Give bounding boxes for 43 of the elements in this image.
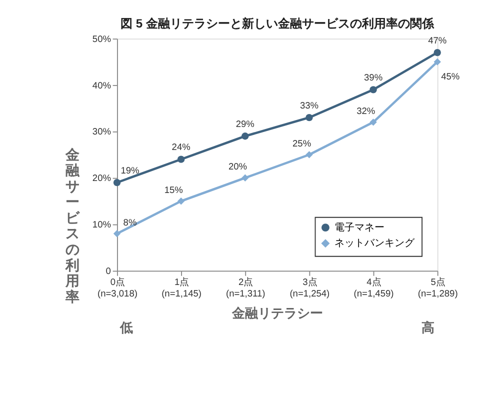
x-tick-label: 2点 (n=1,311) [226,277,266,298]
data-label: 33% [300,100,318,110]
data-label: 20% [228,162,247,172]
point [306,114,313,122]
point [306,151,313,158]
point [177,198,185,205]
point [242,174,249,182]
x-tick-label: 0点 (n=3,018) [98,277,138,298]
data-label: 32% [356,106,376,116]
x-tick-label: 5点 (n=1,289) [418,277,458,298]
data-label: 8% [123,217,137,228]
text: 高 [422,320,435,336]
point [434,48,441,56]
data-label: 45% [441,71,460,82]
point [113,230,121,238]
data-label: 24% [172,142,190,152]
x-tick-label: 1点 (n=1,145) [162,277,202,298]
point [113,178,121,186]
y-tick-label: 40% [92,80,111,90]
x-tick-label: 3点 (n=1,254) [290,277,330,298]
y-tick-label: 20% [92,173,111,184]
y-tick-label: 50% [92,34,111,44]
point [242,132,249,140]
x-axis-title: 金融リテラシー [231,306,324,321]
data-label: 25% [292,138,312,148]
text: 金融サービスの利用率 [65,146,80,304]
data-label: 19% [120,165,140,176]
data-label: 39% [364,72,383,82]
point [434,58,441,66]
chart-title: 図 5 金融リテラシーと新しい金融サービスの利用率の関係 [120,16,435,30]
point [370,118,377,126]
legend-label: 電子マネー [334,222,384,234]
legend-label: ネットバンキング [334,238,416,250]
data-label: 15% [164,184,183,195]
x-tick-label: 4点 (n=1,459) [354,277,394,298]
point [177,156,185,163]
y-tick-label: 30% [92,126,111,137]
text: 低 [118,320,133,336]
y-tick-label: 10% [92,220,111,230]
y-tick-label: 0 [106,266,111,276]
data-label: 29% [236,118,254,129]
point [370,86,377,94]
data-label: 47% [428,35,447,46]
